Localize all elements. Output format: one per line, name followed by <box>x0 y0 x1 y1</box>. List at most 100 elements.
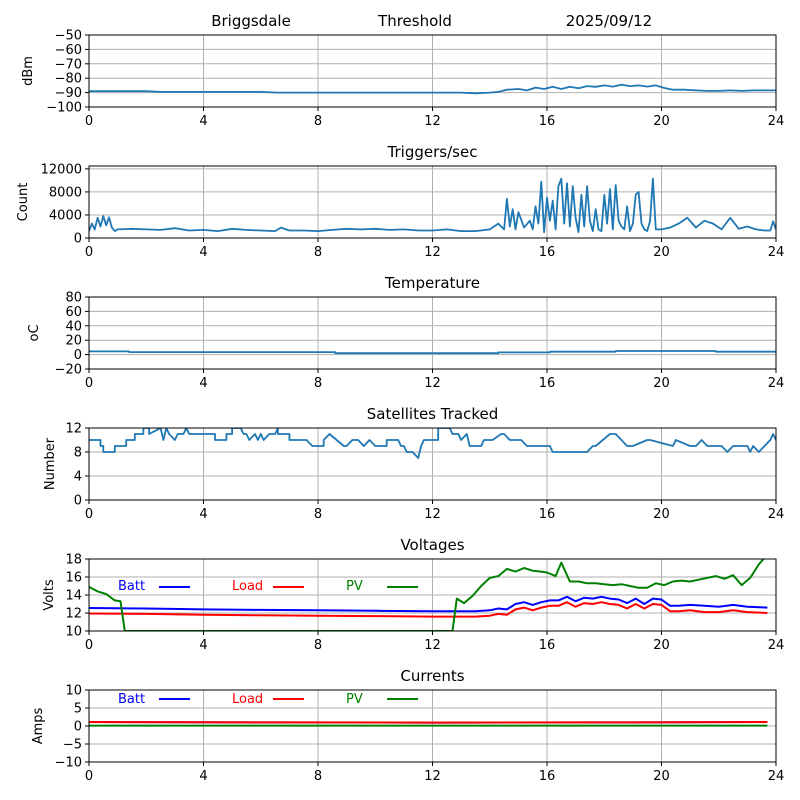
x-tick-label: 8 <box>314 245 322 260</box>
x-tick-label: 4 <box>199 376 207 391</box>
panel-satellites: 0 4 8 12 16 20 24 0 4 8 12 Satellites Tracked Number <box>43 405 784 522</box>
x-tick-label: 0 <box>85 245 93 260</box>
x-tick-label: 4 <box>199 769 207 784</box>
legend-label-pv: PV <box>346 692 363 707</box>
y-tick-label: 18 <box>65 553 82 568</box>
x-tick-label: 16 <box>539 769 556 784</box>
panel-title: Triggers/sec <box>387 143 478 161</box>
header-mode: Threshold <box>377 12 452 30</box>
panel-triggers: 0 4 8 12 16 20 24 0 4000 8000 12000 Triggers/sec Cou… <box>16 143 784 260</box>
x-tick-label: 4 <box>199 114 207 129</box>
y-tick-label: −10 <box>55 756 82 771</box>
panel-signal: 0 4 8 12 16 20 24 −100−90−80−70−60−50 dBm <box>21 29 784 130</box>
x-tick-label: 0 <box>85 507 93 522</box>
y-axis-label: Number <box>43 437 58 490</box>
legend-label-pv: PV <box>346 579 363 594</box>
y-tick-label: 8 <box>74 446 82 461</box>
x-tick-label: 20 <box>653 114 670 129</box>
y-tick-label: 12 <box>65 422 82 437</box>
y-tick-label: −100 <box>46 101 82 116</box>
x-tick-label: 16 <box>539 245 556 260</box>
x-tick-label: 0 <box>85 376 93 391</box>
series-line-triggers <box>89 177 776 234</box>
y-tick-label: 10 <box>65 684 82 699</box>
x-tick-label: 12 <box>424 638 441 653</box>
legend-label-load: Load <box>232 692 263 707</box>
x-tick-label: 20 <box>653 376 670 391</box>
header-date: 2025/09/12 <box>566 12 652 30</box>
y-tick-label: 14 <box>65 589 82 604</box>
x-tick-label: 20 <box>653 245 670 260</box>
x-tick-label: 12 <box>424 245 441 260</box>
x-tick-label: 16 <box>539 638 556 653</box>
y-tick-label: 0 <box>74 720 82 735</box>
y-tick-label: 0 <box>74 348 82 363</box>
y-tick-label: −70 <box>55 57 82 72</box>
y-tick-label: −60 <box>55 43 82 58</box>
x-tick-label: 16 <box>539 114 556 129</box>
x-tick-label: 24 <box>768 114 785 129</box>
y-tick-label: −90 <box>55 86 82 101</box>
y-tick-label: 80 <box>65 291 82 306</box>
x-tick-label: 24 <box>768 638 785 653</box>
x-tick-label: 0 <box>85 638 93 653</box>
x-tick-label: 12 <box>424 114 441 129</box>
y-tick-label: 12 <box>65 607 82 622</box>
x-tick-label: 16 <box>539 376 556 391</box>
y-axis-label: Amps <box>31 707 46 744</box>
x-tick-label: 20 <box>653 638 670 653</box>
y-tick-label: 20 <box>65 334 82 349</box>
y-axis-label: Volts <box>42 579 57 611</box>
series-line-signal <box>89 83 776 95</box>
x-tick-label: 12 <box>424 769 441 784</box>
y-tick-label: −20 <box>55 363 82 378</box>
y-axis-label: dBm <box>21 56 36 86</box>
series-line-load <box>89 721 768 724</box>
header-station: Briggsdale <box>211 12 291 30</box>
x-tick-label: 12 <box>424 376 441 391</box>
x-tick-label: 8 <box>314 507 322 522</box>
x-tick-label: 20 <box>653 507 670 522</box>
x-tick-label: 20 <box>653 769 670 784</box>
x-tick-label: 24 <box>768 245 785 260</box>
panel-title: Currents <box>400 667 464 685</box>
x-tick-label: 8 <box>314 638 322 653</box>
y-tick-label: −80 <box>55 72 82 87</box>
series-line-temperature <box>89 350 776 355</box>
x-tick-label: 4 <box>199 638 207 653</box>
x-tick-label: 0 <box>85 114 93 129</box>
panel-voltages: 0 4 8 12 16 20 24 10 12 14 16 18 Voltages Volts Batt Lo… <box>42 536 784 653</box>
y-tick-label: 0 <box>74 232 82 247</box>
y-tick-label: 5 <box>74 702 82 717</box>
x-tick-label: 8 <box>314 376 322 391</box>
y-axis-label: Count <box>16 183 31 222</box>
x-tick-label: 8 <box>314 114 322 129</box>
legend-label-batt: Batt <box>118 579 145 594</box>
legend-label-batt: Batt <box>118 692 145 707</box>
y-tick-label: 60 <box>65 305 82 320</box>
y-tick-label: −50 <box>55 29 82 44</box>
y-tick-label: 8000 <box>49 185 82 200</box>
y-tick-label: 16 <box>65 571 82 586</box>
y-tick-label: 12000 <box>41 162 82 177</box>
x-tick-label: 0 <box>85 769 93 784</box>
y-tick-label: 40 <box>65 319 82 334</box>
x-tick-label: 16 <box>539 507 556 522</box>
series-line-load <box>89 601 768 618</box>
series-line-batt <box>89 595 768 613</box>
legend-label-load: Load <box>232 579 263 594</box>
panel-title: Voltages <box>400 536 464 554</box>
x-tick-label: 24 <box>768 376 785 391</box>
y-tick-label: 4 <box>74 470 82 485</box>
y-tick-label: 0 <box>74 494 82 509</box>
series-line-satellites <box>89 428 776 459</box>
y-tick-label: −5 <box>63 738 82 753</box>
x-tick-label: 12 <box>424 507 441 522</box>
x-tick-label: 4 <box>199 245 207 260</box>
panel-currents: 0 4 8 12 16 20 24 −10 −5 0 5 10 Currents Amps Batt Load… <box>31 667 784 784</box>
y-tick-label: 10 <box>65 625 82 640</box>
x-tick-label: 4 <box>199 507 207 522</box>
